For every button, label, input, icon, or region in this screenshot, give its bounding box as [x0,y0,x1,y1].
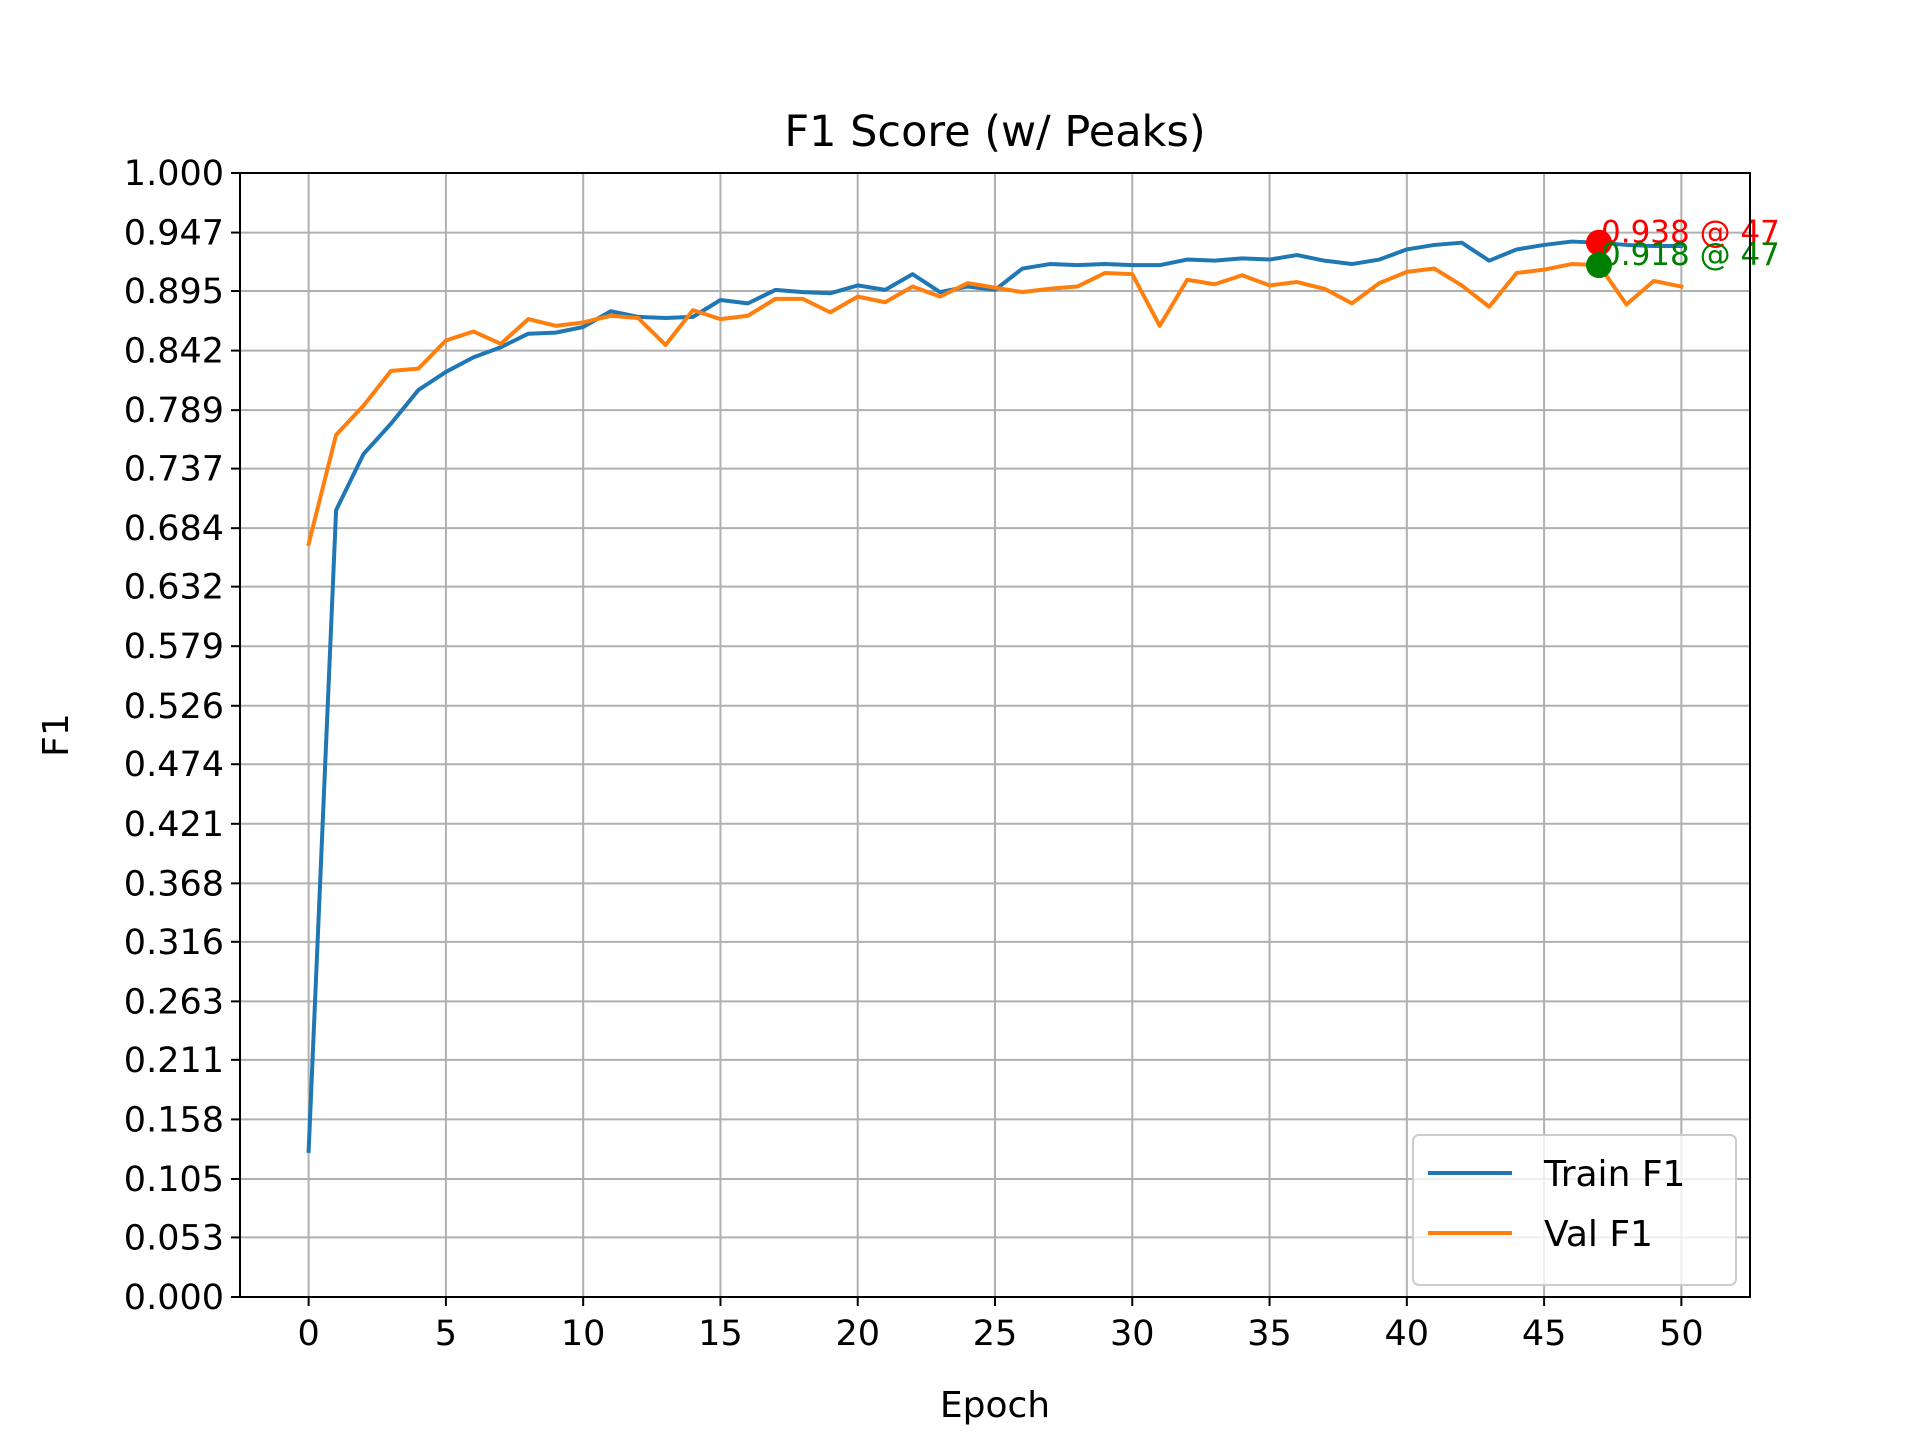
x-tick-label: 50 [1659,1314,1704,1354]
y-tick-label: 0.474 [124,745,224,785]
legend-label-val: Val F1 [1544,1214,1653,1255]
peak-marker-val [1586,252,1612,279]
y-tick-label: 0.316 [124,923,224,963]
y-tick-label: 0.526 [124,687,224,727]
y-tick-label: 0.789 [124,391,224,431]
x-tick-label: 30 [1110,1314,1155,1354]
y-tick-label: 1.000 [124,154,224,194]
x-tick-label: 15 [698,1314,743,1354]
grid [240,172,1750,1298]
x-axis-label: Epoch [940,1385,1050,1426]
y-tick-label: 0.053 [124,1218,224,1258]
y-tick-label: 0.947 [124,214,224,254]
legend-label-train: Train F1 [1543,1154,1685,1195]
y-tick-label: 0.000 [124,1278,224,1318]
y-tick-label: 0.421 [124,805,224,845]
y-tick-label: 0.895 [124,272,224,312]
y-tick-label: 0.105 [124,1160,224,1200]
x-tick-label: 10 [561,1314,606,1354]
chart-title: F1 Score (w/ Peaks) [784,107,1205,157]
x-tick-label: 0 [297,1314,319,1354]
y-tick-label: 0.632 [124,568,224,608]
x-tick-label: 20 [835,1314,880,1354]
series-line-train [306,239,1684,1153]
y-tick-label: 0.842 [124,332,224,372]
peak-label-val: 0.918 @ 47 [1601,237,1780,273]
y-tick-label: 0.684 [124,509,224,549]
y-tick-label: 0.579 [124,627,224,667]
x-tick-label: 45 [1522,1314,1567,1354]
y-tick-label: 0.368 [124,864,224,904]
x-axis-ticks: 0 5 10 15 20 25 30 35 40 45 50 [297,1297,1704,1354]
y-tick-label: 0.263 [124,982,224,1022]
y-tick-label: 0.158 [124,1100,224,1140]
peak-marker-train [1586,229,1612,256]
y-tick-label: 0.737 [124,450,224,490]
y-tick-label: 0.211 [124,1041,224,1081]
series-lines [306,239,1684,1153]
x-tick-label: 40 [1385,1314,1430,1354]
x-tick-label: 35 [1247,1314,1292,1354]
y-axis-label: F1 [36,713,77,757]
x-tick-label: 25 [973,1314,1018,1354]
legend: Train F1 Val F1 [1412,1134,1737,1286]
x-tick-label: 5 [435,1314,457,1354]
series-line-val [306,262,1684,547]
y-axis-ticks: 0.000 0.053 0.105 0.158 0.211 0.263 0.316 0.368… [124,154,240,1318]
